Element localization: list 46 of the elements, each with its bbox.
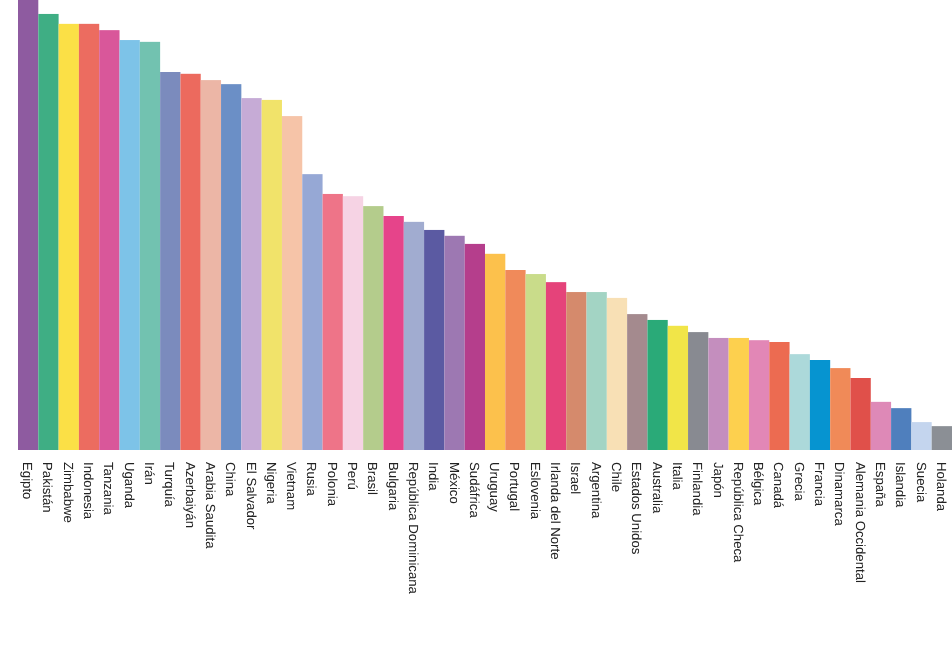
bar xyxy=(870,401,892,450)
bar xyxy=(688,332,709,450)
bar xyxy=(403,221,425,450)
bar xyxy=(627,314,648,450)
bar xyxy=(667,325,689,450)
bar xyxy=(160,72,181,450)
bar xyxy=(38,13,59,450)
bar xyxy=(78,23,100,450)
bar xyxy=(241,98,262,450)
bar xyxy=(505,270,526,450)
bar xyxy=(322,193,343,450)
bar xyxy=(830,368,851,450)
bar xyxy=(748,340,770,450)
bar xyxy=(606,297,628,450)
bar xyxy=(809,360,831,450)
bar xyxy=(464,243,485,450)
bar xyxy=(424,229,445,450)
bar xyxy=(221,84,242,450)
bar xyxy=(708,337,729,450)
bar xyxy=(139,41,161,450)
bar xyxy=(200,80,222,450)
bar xyxy=(789,354,810,450)
bar xyxy=(586,292,607,450)
bar xyxy=(302,174,323,450)
bar xyxy=(180,73,201,450)
bar xyxy=(363,206,384,450)
bar xyxy=(545,282,567,450)
bar xyxy=(444,235,465,450)
bar xyxy=(891,408,912,450)
bar xyxy=(99,30,120,450)
bar xyxy=(728,337,749,450)
bar xyxy=(18,0,39,450)
bar xyxy=(769,342,790,450)
bar xyxy=(281,116,303,450)
bar xyxy=(931,426,952,450)
bar xyxy=(525,274,546,450)
bar xyxy=(485,253,506,450)
bar xyxy=(911,422,932,450)
bar xyxy=(58,23,79,450)
bar xyxy=(647,319,668,450)
bar xyxy=(383,216,404,450)
bar xyxy=(119,40,140,450)
bar xyxy=(261,99,282,450)
bar xyxy=(566,292,587,450)
bar xyxy=(850,378,871,450)
bar xyxy=(342,196,364,450)
